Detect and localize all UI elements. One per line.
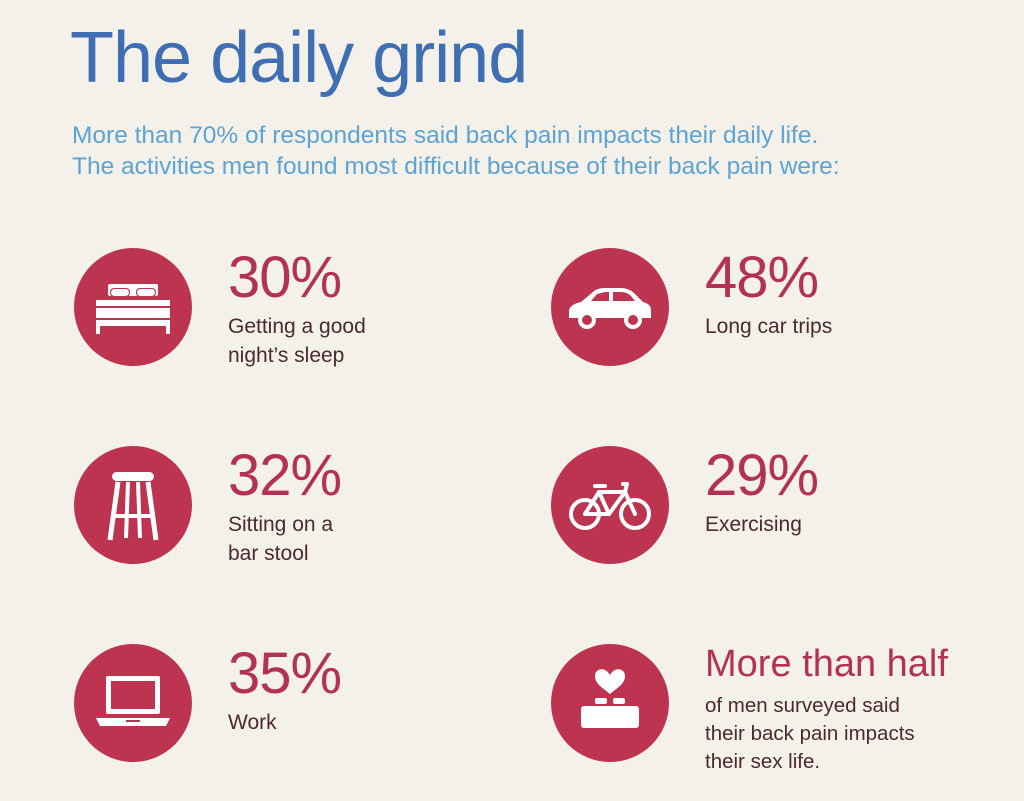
stat-text: 48% Long car trips — [705, 248, 1005, 341]
stat-label-line: Work — [228, 711, 277, 734]
stat-label-line: Exercising — [705, 513, 802, 536]
heart-bed-icon — [551, 644, 669, 762]
stat-sex-life: More than half of men surveyed said thei… — [551, 644, 991, 774]
stat-text: 30% Getting a good night’s sleep — [228, 248, 528, 370]
bed-icon — [74, 248, 192, 366]
stat-label-line: bar stool — [228, 542, 309, 565]
stat-bar-stool: 32% Sitting on a bar stool — [74, 446, 514, 576]
stat-label-line: Getting a good — [228, 315, 366, 338]
stat-value: 32% — [228, 443, 342, 508]
stat-headline: More than half — [705, 643, 948, 685]
stat-label: Long car trips — [705, 312, 1005, 341]
stat-text: 32% Sitting on a bar stool — [228, 446, 528, 568]
stat-label: Getting a good night’s sleep — [228, 312, 528, 370]
stat-label: Sitting on a bar stool — [228, 510, 528, 568]
stat-label-line: of men surveyed said — [705, 694, 900, 717]
stat-label: Work — [228, 708, 528, 737]
intro-line-2: The activities men found most difficult … — [72, 153, 840, 180]
car-icon — [551, 248, 669, 366]
stat-text: More than half of men surveyed said thei… — [705, 644, 1005, 776]
stat-label-line: night’s sleep — [228, 344, 345, 367]
intro-line-1: More than 70% of respondents said back p… — [72, 122, 819, 149]
stat-text: 35% Work — [228, 644, 528, 737]
bar-stool-icon — [74, 446, 192, 564]
stat-value: 29% — [705, 443, 819, 508]
stat-label-line: their back pain impacts — [705, 722, 915, 745]
stat-sleep: 30% Getting a good night’s sleep — [74, 248, 514, 378]
stat-value: 35% — [228, 641, 342, 706]
intro-text: More than 70% of respondents said back p… — [72, 120, 1012, 182]
stat-value: 30% — [228, 245, 342, 310]
stat-label-line: Long car trips — [705, 315, 833, 338]
stat-label: of men surveyed said their back pain imp… — [705, 692, 1005, 776]
stat-work: 35% Work — [74, 644, 514, 774]
bicycle-icon — [551, 446, 669, 564]
stat-label-line: Sitting on a — [228, 513, 334, 536]
stat-label-line: their sex life. — [705, 750, 821, 773]
stat-label: Exercising — [705, 510, 1005, 539]
laptop-icon — [74, 644, 192, 762]
stat-exercising: 29% Exercising — [551, 446, 991, 576]
stat-text: 29% Exercising — [705, 446, 1005, 539]
stat-value: 48% — [705, 245, 819, 310]
stat-car-trips: 48% Long car trips — [551, 248, 991, 378]
page-title: The daily grind — [70, 18, 528, 98]
